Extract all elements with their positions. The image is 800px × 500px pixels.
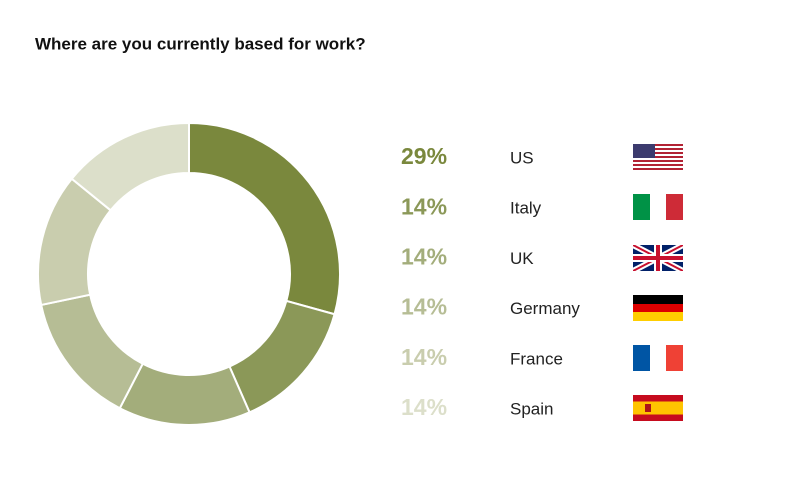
chart-title: Where are you currently based for work?	[35, 34, 366, 53]
flag-uk	[633, 245, 683, 271]
legend-label: Italy	[510, 199, 542, 218]
flag-us	[633, 144, 683, 170]
flag-italy	[633, 194, 683, 220]
legend-label: US	[510, 148, 534, 167]
flag-spain	[633, 395, 683, 421]
value-label: 14%	[401, 394, 447, 420]
legend-label: Germany	[510, 299, 580, 318]
donut-segment	[188, 121, 341, 316]
flag-germany	[633, 295, 683, 321]
value-label: 29%	[401, 143, 447, 169]
donut-segment	[40, 293, 145, 410]
legend-label: Spain	[510, 399, 553, 418]
value-label: 14%	[401, 243, 447, 269]
value-label: 14%	[401, 294, 447, 320]
value-label: 14%	[401, 344, 447, 370]
donut-segment	[118, 362, 251, 426]
flag-france	[633, 345, 683, 371]
donut-segment	[70, 121, 190, 212]
value-label: 14%	[401, 193, 447, 219]
legend-label: UK	[510, 249, 534, 268]
legend-label: France	[510, 349, 563, 368]
donut-segment	[228, 299, 336, 414]
